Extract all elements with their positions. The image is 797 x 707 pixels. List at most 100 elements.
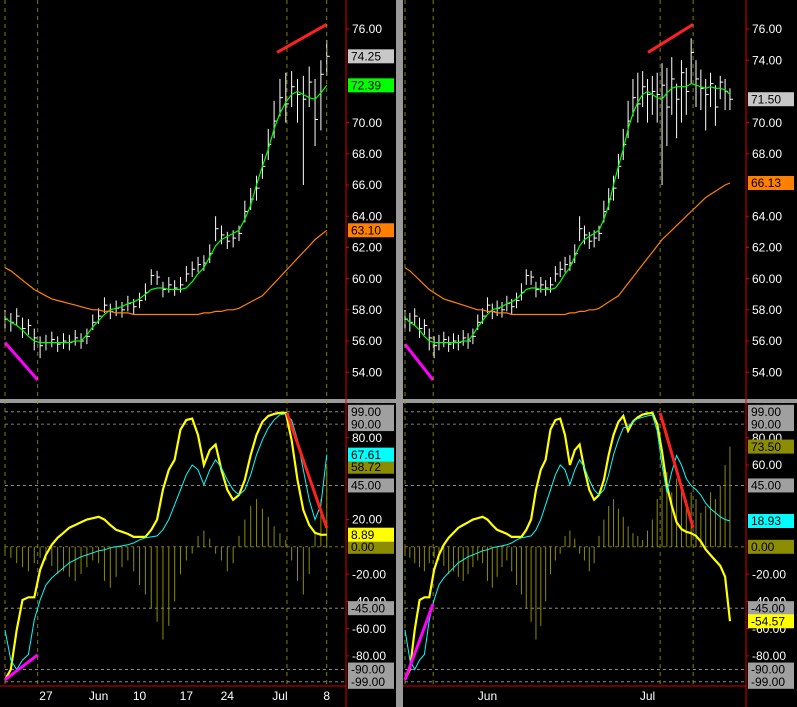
x-tick-label: 24 — [221, 689, 235, 703]
level-label-box — [748, 662, 794, 677]
level-label: 90.00 — [351, 417, 381, 431]
y-tick-label: 20.00 — [352, 513, 382, 527]
last-price-label-box — [348, 49, 394, 64]
level-label: 45.00 — [751, 479, 781, 493]
level-label: 99.00 — [351, 405, 381, 419]
trend-line — [276, 23, 328, 54]
x-tick-label: Jul — [640, 689, 655, 703]
last-value-label: 66.13 — [751, 176, 781, 190]
last-value-label-box — [348, 78, 394, 93]
y-tick-label: 76.00 — [352, 22, 382, 36]
last-value-label-box — [348, 459, 394, 474]
last-value-label-box — [748, 514, 794, 529]
y-tick-label: 56.00 — [352, 334, 382, 348]
last-value-label: -54.57 — [751, 614, 785, 628]
last-value-label-box — [748, 614, 794, 629]
x-tick-label: 17 — [180, 689, 194, 703]
y-tick-label: -20.00 — [352, 567, 386, 581]
moving-average — [404, 182, 731, 316]
level-label-box — [748, 601, 794, 616]
level-label: -45.00 — [751, 601, 785, 615]
y-tick-label: -80.00 — [752, 649, 786, 663]
y-tick-label: 76.00 — [752, 22, 782, 36]
y-tick-label: 56.00 — [752, 334, 782, 348]
last-value-label-box — [348, 223, 394, 238]
last-value-label: 58.72 — [351, 460, 381, 474]
oscillator-line — [404, 414, 731, 671]
y-tick-label: 58.00 — [352, 303, 382, 317]
y-tick-label: 60.00 — [752, 272, 782, 286]
x-tick-label: Jun — [89, 689, 108, 703]
last-price-label-box — [748, 92, 794, 107]
y-tick-label: 58.00 — [752, 303, 782, 317]
y-tick-label: 64.00 — [752, 209, 782, 223]
y-tick-label: 64.00 — [352, 209, 382, 223]
level-label: 0.00 — [751, 540, 775, 554]
y-tick-label: 68.00 — [352, 147, 382, 161]
level-label-box — [748, 478, 794, 493]
trend-line — [403, 343, 435, 381]
oscillator-line — [4, 411, 327, 681]
level-label: 45.00 — [351, 479, 381, 493]
trend-line — [658, 412, 695, 529]
trend-line — [285, 412, 329, 529]
trend-line — [403, 603, 435, 681]
level-label: 99.00 — [751, 405, 781, 419]
pane-separator — [0, 399, 396, 403]
level-label-box — [348, 478, 394, 493]
y-tick-label: 60.00 — [752, 458, 782, 472]
moving-average — [4, 229, 328, 316]
pane-separator — [403, 399, 797, 403]
y-tick-label: -20.00 — [752, 567, 786, 581]
level-label-box — [348, 662, 394, 677]
last-price-label: 74.25 — [351, 49, 381, 63]
y-tick-label: 80.00 — [352, 431, 382, 445]
y-tick-label: 66.00 — [352, 178, 382, 192]
last-value-label: 67.61 — [351, 448, 381, 462]
y-tick-label: 68.00 — [752, 147, 782, 161]
moving-average — [404, 82, 731, 344]
y-tick-label: -60.00 — [352, 622, 386, 636]
y-tick-label: 62.00 — [752, 241, 782, 255]
y-tick-label: -80.00 — [352, 649, 386, 663]
oscillator-line — [404, 411, 732, 681]
last-value-label: 63.10 — [351, 223, 381, 237]
last-value-label: 72.39 — [351, 79, 381, 93]
level-label: -90.00 — [351, 663, 385, 677]
moving-average — [4, 84, 328, 344]
level-label-box — [748, 417, 794, 432]
level-label-box — [748, 674, 794, 689]
y-tick-label: 74.00 — [752, 53, 782, 67]
x-tick-label: 27 — [39, 689, 53, 703]
last-value-label-box — [348, 527, 394, 542]
last-value-label: 8.89 — [351, 528, 375, 542]
level-label: -45.00 — [351, 601, 385, 615]
x-tick-label: Jul — [272, 689, 287, 703]
level-label-box — [348, 404, 394, 419]
y-tick-label: 54.00 — [352, 365, 382, 379]
last-value-label-box — [748, 175, 794, 190]
panel-separator — [396, 0, 403, 707]
trend-line — [647, 23, 694, 54]
level-label: -90.00 — [751, 663, 785, 677]
level-label-box — [348, 539, 394, 554]
y-tick-label: 62.00 — [352, 241, 382, 255]
x-tick-label: Jun — [478, 689, 497, 703]
level-label: -99.00 — [351, 675, 385, 689]
trend-line — [4, 653, 39, 681]
last-price-label: 71.50 — [751, 92, 781, 106]
last-value-label-box — [348, 447, 394, 462]
level-label: 0.00 — [351, 540, 375, 554]
x-tick-label: 8 — [323, 689, 330, 703]
y-tick-label: 70.00 — [352, 116, 382, 130]
y-tick-label: 54.00 — [752, 365, 782, 379]
level-label-box — [748, 539, 794, 554]
level-label-box — [348, 601, 394, 616]
level-label-box — [748, 404, 794, 419]
last-value-label: 18.93 — [751, 514, 781, 528]
level-label: -99.00 — [751, 675, 785, 689]
last-value-label: 73.50 — [751, 440, 781, 454]
oscillator-line — [4, 413, 328, 671]
x-tick-label: 10 — [133, 689, 147, 703]
